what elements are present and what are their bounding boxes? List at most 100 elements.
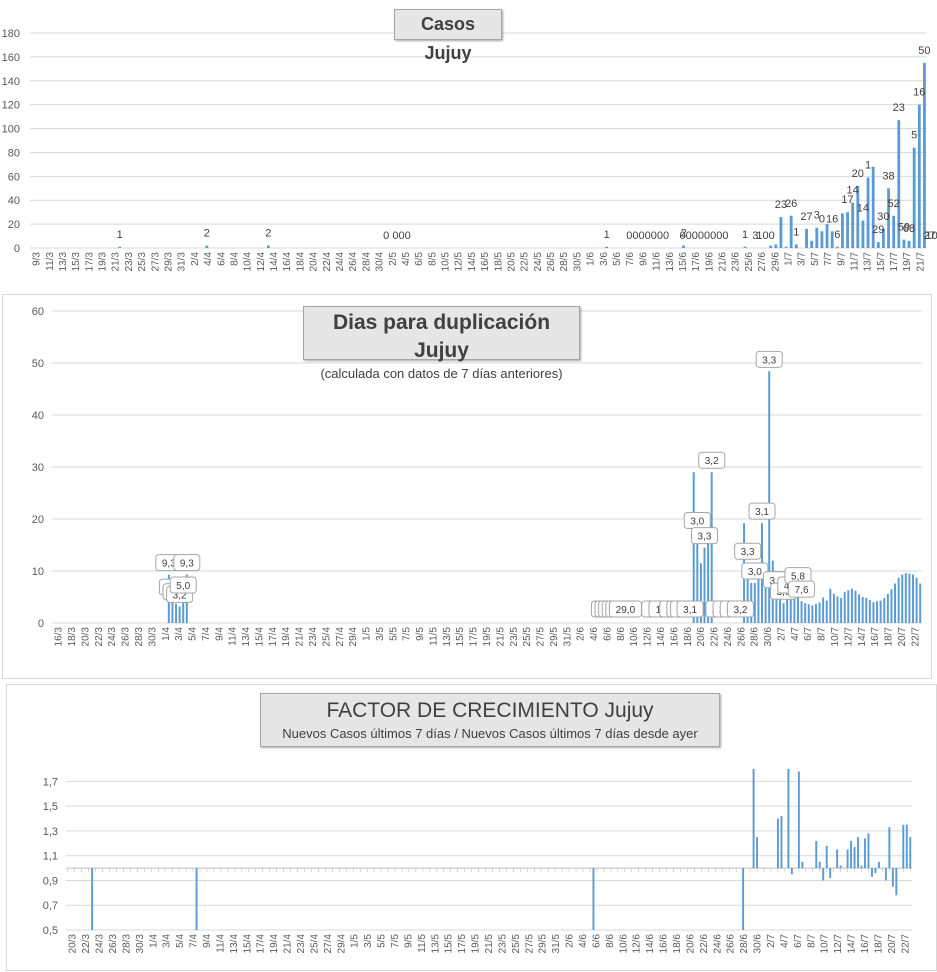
x-tick-label: 10/5 bbox=[441, 252, 452, 272]
data-label: 2 bbox=[265, 228, 271, 240]
data-bar bbox=[710, 472, 713, 623]
x-tick-label: 13/4 bbox=[241, 627, 252, 647]
x-tick-label: 25/5 bbox=[522, 627, 533, 647]
x-tick-label: 1/4 bbox=[148, 934, 159, 948]
x-tick-label: 4/6 bbox=[578, 934, 589, 948]
data-bar bbox=[836, 849, 839, 869]
x-tick-label: 22/3 bbox=[81, 934, 92, 954]
data-bar bbox=[856, 185, 860, 248]
x-tick-label: 7/6 bbox=[625, 252, 636, 266]
data-bar bbox=[175, 603, 178, 623]
data-bar bbox=[915, 577, 918, 623]
x-tick-label: 21/5 bbox=[495, 627, 506, 647]
x-tick-label: 15/5 bbox=[444, 934, 455, 954]
x-tick-label: 25/5 bbox=[511, 934, 522, 954]
x-tick-label: 5/4 bbox=[188, 627, 199, 641]
data-bar bbox=[769, 245, 773, 248]
x-tick-label: 3/4 bbox=[162, 934, 173, 948]
y-tick-label: 1,5 bbox=[43, 801, 58, 813]
data-label: 0 bbox=[383, 230, 389, 242]
data-bar bbox=[895, 868, 898, 896]
data-bar bbox=[818, 602, 821, 623]
x-tick-label: 22/5 bbox=[520, 252, 531, 272]
data-label: 5 bbox=[911, 130, 917, 142]
x-tick-label: 8/6 bbox=[605, 934, 616, 948]
x-tick-label: 7/5 bbox=[390, 934, 401, 948]
data-label: 3 bbox=[814, 210, 820, 222]
x-tick-label: 13/6 bbox=[665, 252, 676, 272]
y-tick-label: 160 bbox=[2, 52, 20, 64]
y-tick-label: 20 bbox=[8, 219, 20, 231]
data-label: 6 bbox=[834, 229, 840, 241]
x-tick-label: 12/7 bbox=[833, 934, 844, 954]
x-tick-label: 3/4 bbox=[174, 627, 185, 641]
y-tick-label: 20 bbox=[32, 514, 44, 526]
x-tick-label: 22/7 bbox=[900, 934, 911, 954]
x-tick-label: 1/4 bbox=[161, 627, 172, 641]
data-label: 3,3 bbox=[762, 355, 776, 366]
x-tick-label: 2/7 bbox=[776, 627, 787, 641]
x-tick-label: 5/5 bbox=[377, 934, 388, 948]
data-label-box bbox=[676, 600, 704, 618]
x-tick-label: 28/4 bbox=[361, 252, 372, 272]
chart-title-text: Dias para duplicación Jujuy bbox=[332, 311, 551, 362]
data-bar bbox=[796, 587, 799, 623]
x-tick-label: 16/7 bbox=[860, 934, 871, 954]
x-tick-label: 20/7 bbox=[887, 934, 898, 954]
data-bar bbox=[787, 769, 790, 869]
x-tick-label: 20/6 bbox=[685, 934, 696, 954]
data-bar bbox=[884, 868, 887, 881]
x-tick-label: 4/7 bbox=[779, 934, 790, 948]
x-tick-label: 30/6 bbox=[753, 934, 764, 954]
x-tick-label: 31/5 bbox=[551, 934, 562, 954]
data-label: 27 bbox=[800, 211, 812, 223]
x-tick-label: 24/5 bbox=[533, 252, 544, 272]
x-tick-label: 24/6 bbox=[712, 934, 723, 954]
data-label: 107 bbox=[926, 230, 937, 242]
data-label-box bbox=[169, 576, 197, 594]
y-tick-label: 180 bbox=[2, 28, 20, 40]
data-bar bbox=[882, 228, 885, 248]
data-label-box bbox=[755, 350, 783, 368]
data-bar bbox=[897, 577, 900, 623]
x-tick-label: 7/7 bbox=[823, 252, 834, 266]
data-bar bbox=[195, 868, 198, 930]
x-tick-label: 31/5 bbox=[562, 627, 573, 647]
data-label: 3,2 bbox=[733, 605, 747, 616]
data-bar bbox=[789, 597, 792, 623]
x-tick-label: 18/5 bbox=[493, 252, 504, 272]
x-tick-label: 18/6 bbox=[672, 934, 683, 954]
chart-title-casos: Casos Jujuy bbox=[394, 9, 502, 63]
data-label: 0000000 bbox=[626, 230, 669, 242]
data-bar bbox=[867, 833, 870, 869]
y-tick-label: 0 bbox=[38, 618, 44, 630]
data-bar bbox=[815, 227, 819, 248]
y-tick-label: 40 bbox=[8, 195, 20, 207]
data-bar bbox=[830, 231, 834, 248]
data-label: 27 bbox=[923, 230, 935, 242]
x-tick-label: 26/6 bbox=[726, 934, 737, 954]
x-tick-label: 8/7 bbox=[817, 627, 828, 641]
data-bar bbox=[171, 599, 174, 623]
x-tick-label: 29/5 bbox=[538, 934, 549, 954]
x-tick-label: 14/4 bbox=[269, 252, 280, 272]
x-tick-label: 3/6 bbox=[599, 252, 610, 266]
x-tick-label: 5/6 bbox=[612, 252, 623, 266]
x-tick-label: 24/3 bbox=[107, 627, 118, 647]
data-label: 3,1 bbox=[755, 507, 769, 518]
x-tick-label: 22/6 bbox=[699, 934, 710, 954]
data-label: 3,5 bbox=[769, 576, 783, 587]
data-label: 50 bbox=[918, 45, 930, 57]
x-tick-label: 1/6 bbox=[586, 252, 597, 266]
data-bar bbox=[592, 868, 595, 930]
y-tick-label: 1,7 bbox=[43, 776, 58, 788]
x-tick-label: 19/4 bbox=[281, 627, 292, 647]
data-label: 59 bbox=[898, 222, 910, 234]
x-tick-label: 6/6 bbox=[602, 627, 613, 641]
x-tick-label: 16/3 bbox=[54, 627, 65, 647]
data-bar bbox=[841, 213, 844, 248]
data-bar bbox=[801, 861, 804, 869]
x-tick-label: 13/4 bbox=[229, 934, 240, 954]
x-tick-label: 6/7 bbox=[803, 627, 814, 641]
